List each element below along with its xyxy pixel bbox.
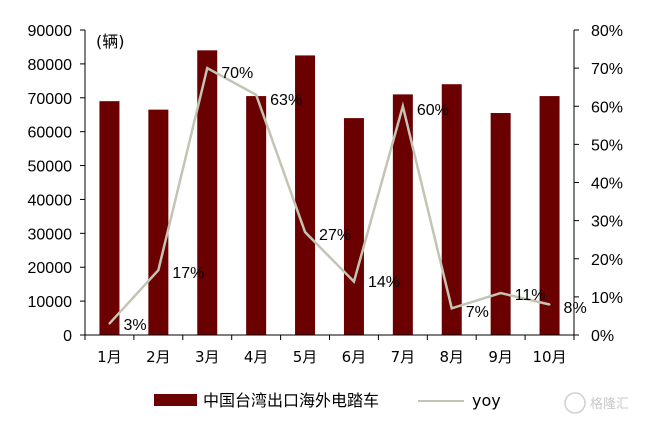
bar-series (99, 50, 560, 336)
yoy-data-label: 14% (368, 274, 400, 291)
bar (295, 55, 316, 336)
yoy-point (548, 303, 551, 306)
y-left-tick-label: 70000 (28, 91, 73, 108)
y-right-tick-label: 80% (591, 23, 623, 40)
yoy-point (401, 105, 404, 108)
x-tick-label: 1月 (97, 348, 122, 366)
yoy-line (108, 66, 550, 325)
watermark: 格隆汇 (564, 392, 629, 414)
y-axis-left-ticks: 0 10000 20000 30000 40000 50000 60000 70000 8000… (28, 23, 85, 345)
yoy-data-label: 3% (123, 317, 146, 334)
yoy-data-label: 17% (172, 265, 204, 282)
yoy-point (108, 322, 111, 325)
x-tick-label: 4月 (244, 348, 269, 366)
x-tick-label: 2月 (146, 348, 171, 366)
yoy-data-label: 11% (515, 287, 546, 304)
yoy-point (304, 231, 307, 234)
y-right-tick-label: 20% (591, 252, 623, 269)
yoy-data-label: 70% (221, 65, 253, 82)
yoy-data-label: 63% (270, 92, 302, 109)
y-left-tick-label: 50000 (28, 159, 73, 176)
y-left-tick-label: 0 (63, 328, 72, 345)
yoy-data-labels: 3% 17% 70% 63% 27% 14% 60% 7% 11% 8% (123, 65, 586, 334)
bar (441, 84, 462, 335)
bar (343, 118, 364, 335)
yoy-data-label: 8% (564, 300, 587, 317)
yoy-point (450, 307, 453, 310)
yoy-point (157, 269, 160, 272)
y-left-tick-label: 10000 (28, 294, 73, 311)
yoy-point (255, 93, 258, 96)
bar (99, 101, 120, 336)
bar (490, 113, 511, 336)
yoy-data-label: 27% (319, 227, 351, 244)
y-right-tick-label: 40% (591, 176, 623, 193)
y-left-tick-label: 90000 (28, 23, 73, 40)
y-axis-unit-label: (辆) (96, 32, 125, 51)
yoy-data-label: 60% (417, 102, 449, 119)
x-tick-label: 6月 (342, 348, 367, 366)
x-tick-label: 3月 (195, 348, 220, 366)
bar (246, 96, 267, 335)
bar (197, 50, 218, 335)
legend: 中国台湾出口海外电踏车 yoy (154, 391, 501, 410)
yoy-point (352, 280, 355, 283)
y-right-tick-label: 70% (591, 61, 623, 78)
yoy-data-label: 7% (466, 304, 489, 321)
bar (539, 96, 560, 335)
y-left-tick-label: 20000 (28, 260, 73, 277)
bar (148, 109, 169, 335)
y-left-tick-label: 40000 (28, 192, 73, 209)
bar (392, 94, 413, 335)
x-tick-label: 7月 (391, 348, 416, 366)
y-right-tick-label: 60% (591, 99, 623, 116)
y-axis-right-ticks: 0% 10% 20% 30% 40% 50% 60% 70% 80% (574, 23, 623, 345)
axes (84, 30, 575, 340)
y-right-tick-label: 50% (591, 137, 623, 154)
x-tick-label: 10月 (533, 348, 567, 366)
x-tick-label: 9月 (488, 348, 513, 366)
x-tick-label: 8月 (439, 348, 464, 366)
x-axis-labels: 1月 2月 3月 4月 5月 6月 7月 8月 9月 10月 (97, 348, 566, 366)
watermark-logo-icon (564, 392, 586, 414)
y-left-tick-label: 30000 (28, 226, 73, 243)
y-right-tick-label: 10% (591, 290, 623, 307)
legend-bar-swatch (154, 394, 197, 406)
yoy-line-series (108, 66, 551, 325)
yoy-point (499, 292, 502, 295)
yoy-point (206, 67, 209, 70)
y-left-tick-label: 60000 (28, 125, 73, 142)
y-left-tick-label: 80000 (28, 57, 73, 74)
x-tick-label: 5月 (293, 348, 318, 366)
y-right-tick-label: 0% (591, 328, 614, 345)
legend-bar-label: 中国台湾出口海外电踏车 (203, 391, 379, 410)
watermark-text: 格隆汇 (590, 396, 629, 412)
legend-line-label: yoy (472, 391, 501, 410)
y-right-tick-label: 30% (591, 214, 623, 231)
